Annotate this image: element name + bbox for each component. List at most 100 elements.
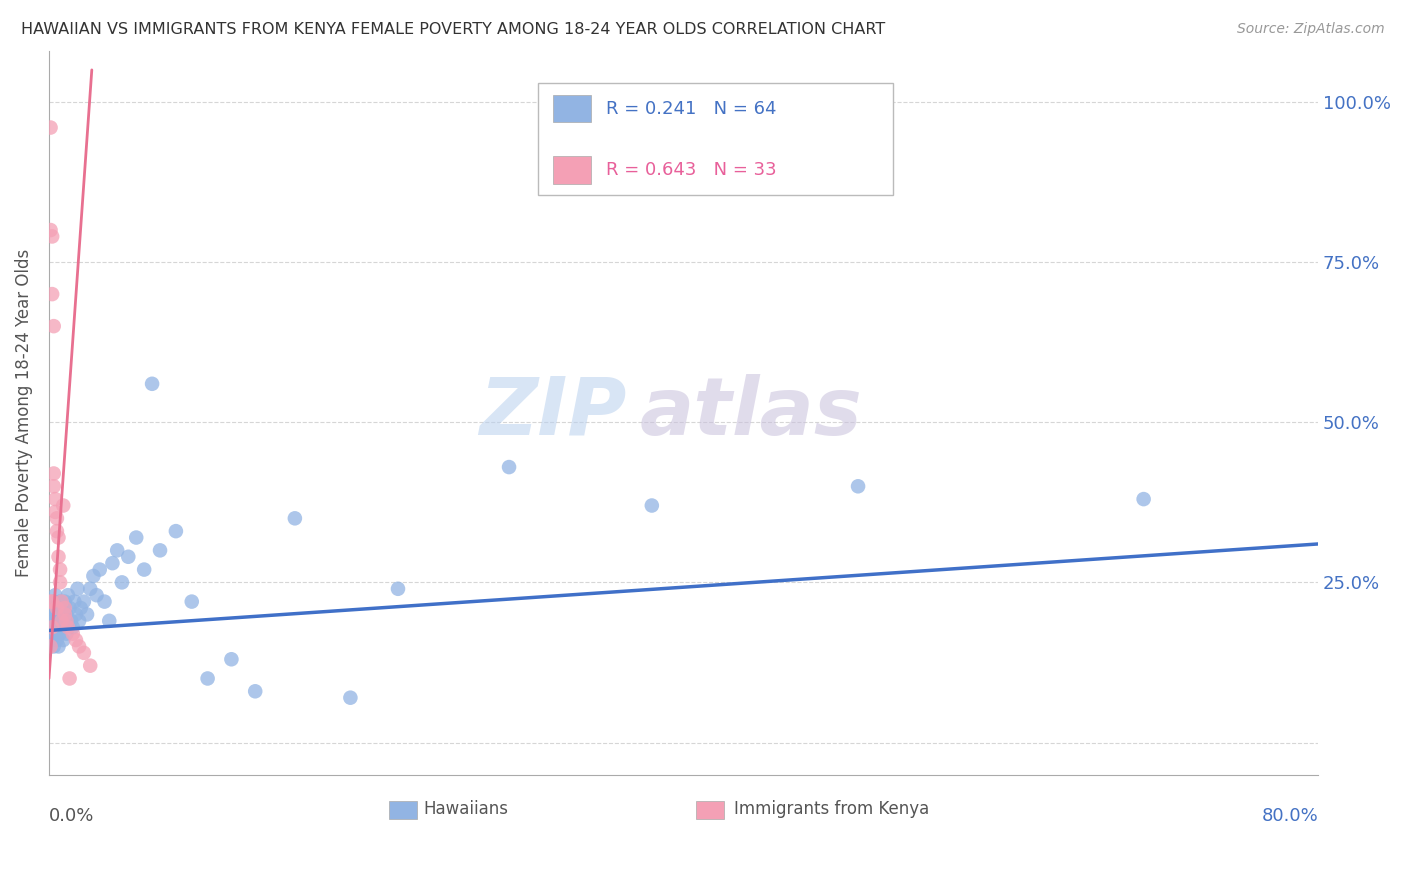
Text: R = 0.643   N = 33: R = 0.643 N = 33 [606,161,776,179]
Point [52,499,75,513]
Point [134,563,156,577]
Point [52,633,75,648]
Point [65,633,87,648]
Point [141,376,163,391]
Point [51,614,73,628]
Point [111,575,134,590]
Point [846,479,869,493]
Point [58,672,80,686]
Point [42,319,65,334]
Point [49,594,72,608]
Text: atlas: atlas [640,374,862,451]
Point [197,672,219,686]
Point [44,614,66,628]
Point [101,556,124,570]
FancyBboxPatch shape [537,83,893,195]
Point [53,601,76,615]
Point [49,614,72,628]
Point [1132,492,1154,507]
Point [67,614,90,628]
Point [76,607,98,622]
Point [48,601,70,615]
Text: 80.0%: 80.0% [1261,807,1319,825]
Point [41,620,63,634]
Point [41,626,63,640]
Point [56,620,79,634]
Point [44,492,66,507]
Point [180,594,202,608]
Text: Source: ZipAtlas.com: Source: ZipAtlas.com [1237,22,1385,37]
Point [98,614,121,628]
Point [42,467,65,481]
Point [48,531,70,545]
Point [53,614,76,628]
Point [149,543,172,558]
FancyBboxPatch shape [389,801,418,820]
Point [53,607,76,622]
Point [48,549,70,564]
Point [79,582,101,596]
Point [45,620,67,634]
Point [221,652,243,666]
Point [58,601,80,615]
Point [41,229,63,244]
Y-axis label: Female Poverty Among 18-24 Year Olds: Female Poverty Among 18-24 Year Olds [15,249,32,577]
Point [49,575,72,590]
Point [52,601,75,615]
Text: R = 0.241   N = 64: R = 0.241 N = 64 [606,100,776,118]
Point [44,588,66,602]
Point [39,120,62,135]
Point [79,658,101,673]
Point [165,524,187,538]
FancyBboxPatch shape [553,156,591,184]
Point [55,626,77,640]
Point [45,607,67,622]
Point [49,563,72,577]
Point [45,511,67,525]
Point [51,607,73,622]
Point [89,563,111,577]
Point [39,607,62,622]
Point [93,594,115,608]
Point [67,640,90,654]
FancyBboxPatch shape [696,801,724,820]
Point [39,223,62,237]
Point [105,543,128,558]
Point [42,640,65,654]
Point [387,582,409,596]
Point [66,582,89,596]
Point [53,594,76,608]
Point [55,607,77,622]
Point [60,614,83,628]
Point [45,601,67,615]
Point [498,460,520,475]
Point [641,499,664,513]
Text: ZIP: ZIP [479,374,627,451]
Point [245,684,267,698]
Point [69,601,91,615]
Text: HAWAIIAN VS IMMIGRANTS FROM KENYA FEMALE POVERTY AMONG 18-24 YEAR OLDS CORRELATI: HAWAIIAN VS IMMIGRANTS FROM KENYA FEMALE… [21,22,886,37]
Point [86,588,108,602]
Point [63,594,86,608]
Point [55,614,77,628]
Point [51,594,73,608]
Point [73,594,96,608]
Point [48,640,70,654]
Point [39,633,62,648]
Point [42,479,65,493]
Point [41,614,63,628]
Point [41,601,63,615]
Point [42,620,65,634]
Text: Immigrants from Kenya: Immigrants from Kenya [734,800,929,818]
Text: 0.0%: 0.0% [49,807,94,825]
Point [65,607,87,622]
Point [56,588,79,602]
Point [45,524,67,538]
Point [45,633,67,648]
Point [51,620,73,634]
Point [41,594,63,608]
Point [62,626,84,640]
Point [39,594,62,608]
Point [44,505,66,519]
FancyBboxPatch shape [553,95,591,122]
